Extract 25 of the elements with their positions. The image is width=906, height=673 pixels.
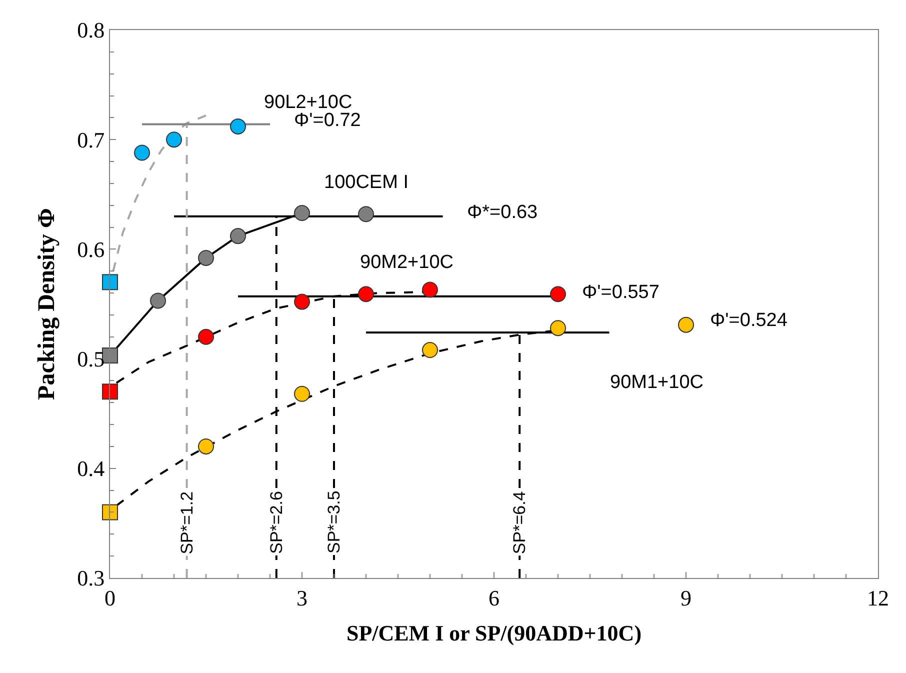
annotation: SP*=1.2 <box>177 491 196 554</box>
series-label: 90L2+10C <box>264 92 352 113</box>
x-tick-label: 0 <box>104 585 116 610</box>
y-axis-title: Packing Density Φ <box>34 208 60 400</box>
x-axis-title: SP/CEM I or SP/(90ADD+10C) <box>346 620 642 646</box>
annotation: SP*=3.5 <box>324 490 344 554</box>
y-tick-label: 0.8 <box>77 18 105 43</box>
x-tick-label: 9 <box>680 585 692 610</box>
annotation: Φ'=0.72 <box>294 110 361 131</box>
y-tick-label: 0.5 <box>77 346 105 372</box>
annotation: SP*=6.4 <box>510 491 530 554</box>
x-tick-label: 12 <box>867 585 889 610</box>
y-tick-label: 0.7 <box>77 127 105 152</box>
series-label: 100CEM I <box>324 172 408 193</box>
x-tick-label: 3 <box>296 585 308 610</box>
annotation: Φ'=0.557 <box>582 282 660 303</box>
text: 90M1+10C <box>610 372 704 393</box>
y-tick-label: 0.6 <box>77 236 105 262</box>
annotation: Φ'=0.524 <box>710 310 788 331</box>
annotation: Φ*=0.63 <box>467 202 538 223</box>
annotation: SP*=2.6 <box>266 491 286 554</box>
x-tick-label: 6 <box>488 585 500 610</box>
y-tick-label: 0.3 <box>77 566 105 591</box>
y-tick-label: 0.4 <box>77 456 105 482</box>
series-label: 90M2+10C <box>360 252 454 273</box>
